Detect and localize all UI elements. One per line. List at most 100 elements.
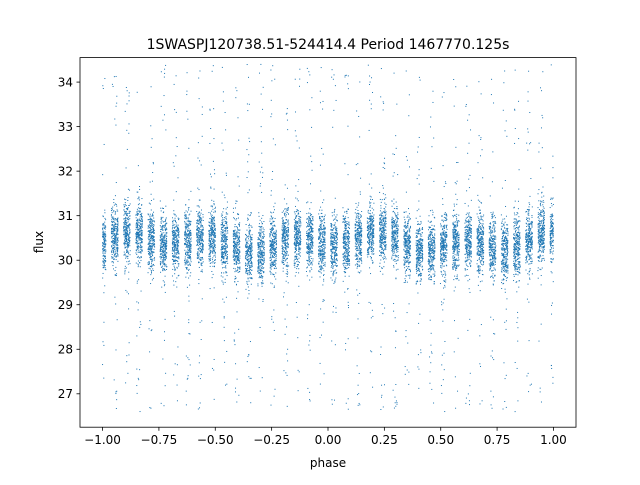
data-point: [257, 247, 259, 249]
data-point: [189, 255, 191, 257]
data-point: [285, 208, 287, 210]
data-point: [113, 229, 115, 231]
data-point: [185, 233, 187, 235]
data-point: [163, 247, 165, 249]
data-point: [189, 223, 191, 225]
data-point: [236, 260, 238, 262]
data-point: [282, 217, 284, 219]
data-point: [309, 219, 311, 221]
data-point: [235, 256, 237, 258]
data-point: [165, 235, 167, 237]
data-point: [140, 242, 142, 244]
data-point: [226, 236, 228, 237]
data-point: [306, 245, 308, 247]
data-point: [294, 213, 296, 215]
data-point: [151, 229, 153, 231]
data-point: [163, 236, 165, 238]
data-point: [296, 240, 298, 242]
data-point: [246, 236, 248, 238]
data-point: [308, 228, 310, 230]
data-point: [295, 244, 297, 246]
data-point: [221, 214, 223, 216]
data-point: [307, 237, 309, 239]
data-point: [275, 267, 277, 269]
data-point: [262, 245, 264, 247]
data-point: [111, 219, 113, 221]
data-point: [128, 132, 130, 134]
data-point: [232, 231, 234, 233]
data-point: [263, 252, 265, 254]
data-point: [163, 235, 165, 237]
data-point: [298, 246, 300, 248]
data-point: [187, 264, 189, 266]
data-point: [246, 247, 248, 249]
data-point: [211, 231, 213, 233]
data-point: [222, 217, 224, 219]
data-point: [140, 252, 142, 254]
data-point: [160, 235, 162, 237]
data-point: [260, 235, 262, 237]
data-point: [186, 110, 188, 112]
data-point: [104, 265, 106, 267]
data-point: [258, 245, 260, 247]
data-point: [221, 261, 223, 263]
data-point: [221, 247, 223, 249]
data-point: [102, 222, 104, 224]
data-point: [238, 233, 240, 235]
data-point: [247, 248, 249, 250]
data-point: [249, 272, 251, 274]
data-point: [237, 117, 239, 119]
data-point: [129, 229, 131, 231]
data-point: [274, 237, 276, 239]
data-point: [248, 260, 250, 262]
data-point: [148, 328, 150, 330]
data-point: [173, 259, 175, 261]
data-point: [281, 236, 283, 238]
data-point: [111, 235, 113, 237]
data-point: [150, 283, 152, 285]
data-point: [260, 93, 262, 95]
data-point: [196, 237, 198, 239]
data-point: [202, 239, 204, 241]
data-point: [295, 245, 297, 247]
data-point: [125, 236, 127, 238]
data-point: [187, 248, 189, 250]
data-point: [185, 243, 187, 245]
data-point: [125, 217, 127, 219]
data-point: [188, 256, 190, 258]
data-point: [136, 226, 138, 228]
data-point: [125, 289, 127, 291]
data-point: [126, 227, 128, 229]
data-point: [105, 235, 107, 237]
data-point: [125, 205, 127, 207]
data-point: [172, 162, 174, 164]
data-point: [259, 390, 261, 392]
data-point: [198, 262, 200, 264]
data-point: [162, 269, 164, 271]
data-point: [250, 238, 252, 240]
data-point: [286, 203, 288, 205]
data-point: [308, 242, 310, 244]
data-point: [102, 364, 104, 366]
data-point: [141, 233, 143, 235]
data-point: [286, 234, 288, 236]
data-point: [210, 233, 212, 235]
data-point: [311, 264, 313, 266]
data-point: [214, 211, 216, 213]
data-point: [273, 257, 275, 259]
data-point: [173, 256, 175, 258]
data-point: [225, 227, 227, 229]
data-point: [286, 236, 288, 238]
data-point: [126, 232, 128, 234]
data-point: [148, 227, 150, 229]
data-point: [188, 257, 190, 259]
data-point: [257, 283, 259, 285]
data-point: [152, 268, 154, 270]
data-point: [249, 377, 251, 379]
data-point: [297, 337, 299, 339]
data-point: [211, 246, 213, 248]
data-point: [225, 233, 227, 235]
data-point: [235, 261, 237, 263]
data-point: [235, 255, 237, 257]
data-point: [202, 228, 204, 230]
